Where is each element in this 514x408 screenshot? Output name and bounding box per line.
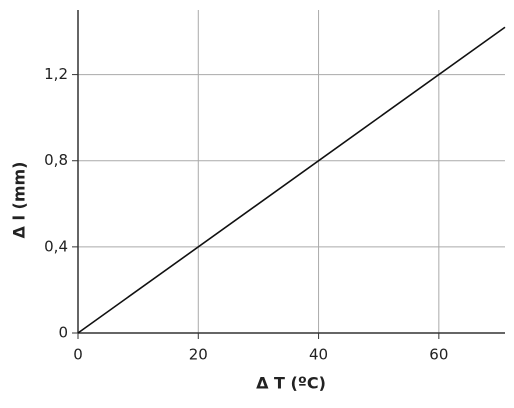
y-tick-label: 0,8 <box>44 151 68 169</box>
line <box>77 26 506 334</box>
x-tick-label: 0 <box>73 346 83 364</box>
x-tick-label: 40 <box>309 346 328 364</box>
y-tick-label: 0,4 <box>44 237 68 255</box>
x-tick-label: 20 <box>189 346 208 364</box>
x-axis-title: Δ T (ºC) <box>256 374 326 393</box>
y-tick-label: 1,2 <box>44 65 68 83</box>
y-tick-label: 0 <box>58 324 68 342</box>
x-tick-label: 60 <box>429 346 448 364</box>
y-axis-title: Δ l (mm) <box>10 162 29 239</box>
